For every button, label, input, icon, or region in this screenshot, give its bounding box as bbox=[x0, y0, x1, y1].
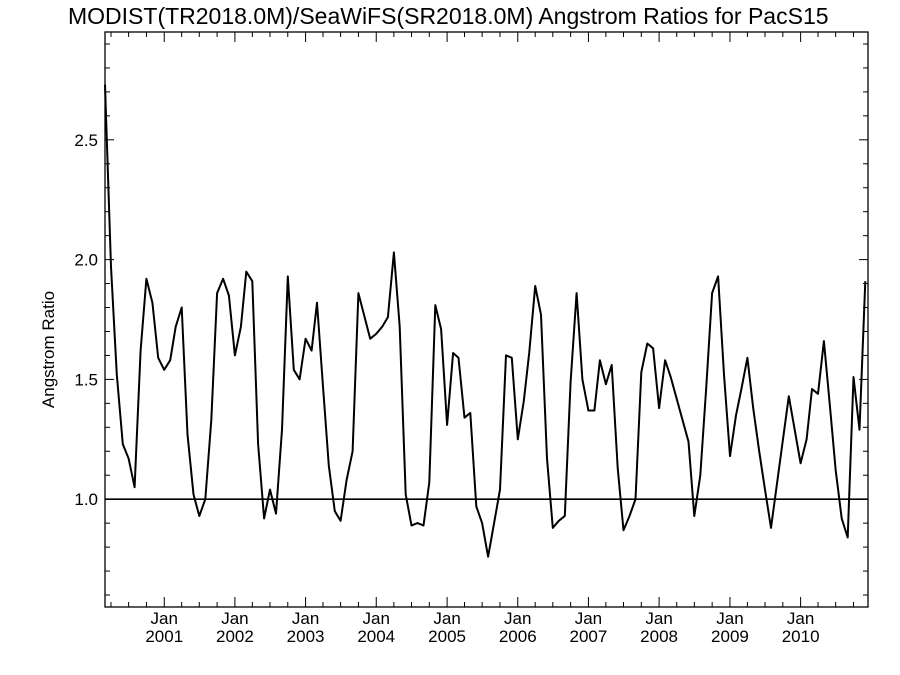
x-tick-label-year: 2008 bbox=[640, 627, 678, 646]
x-tick-label-month: Jan bbox=[787, 609, 814, 628]
y-tick-label: 1.5 bbox=[74, 370, 98, 389]
x-tick-label-month: Jan bbox=[504, 609, 531, 628]
y-axis-label: Angstrom Ratio bbox=[39, 291, 58, 408]
x-axis: Jan2001Jan2002Jan2003Jan2004Jan2005Jan20… bbox=[110, 32, 854, 646]
y-tick-label: 1.0 bbox=[74, 490, 98, 509]
chart-title: MODIST(TR2018.0M)/SeaWiFS(SR2018.0M) Ang… bbox=[68, 3, 829, 29]
x-tick-label-year: 2001 bbox=[145, 627, 183, 646]
x-tick-label-year: 2003 bbox=[287, 627, 325, 646]
x-tick-label-year: 2007 bbox=[570, 627, 608, 646]
y-tick-label: 2.0 bbox=[74, 251, 98, 270]
x-tick-label-month: Jan bbox=[363, 609, 390, 628]
x-tick-label-month: Jan bbox=[221, 609, 248, 628]
x-tick-label-month: Jan bbox=[151, 609, 178, 628]
x-tick-label-month: Jan bbox=[292, 609, 319, 628]
x-tick-label-year: 2004 bbox=[357, 627, 395, 646]
x-tick-label-month: Jan bbox=[575, 609, 602, 628]
series-layer bbox=[104, 84, 867, 558]
y-axis: 1.0 1.5 2.0 2.5 bbox=[74, 43, 868, 596]
x-tick-label-month: Jan bbox=[645, 609, 672, 628]
y-tick-label: 2.5 bbox=[74, 131, 98, 150]
x-tick-label-year: 2009 bbox=[711, 627, 749, 646]
x-tick-label-month: Jan bbox=[433, 609, 460, 628]
series-line bbox=[104, 84, 867, 558]
x-tick-label-year: 2005 bbox=[428, 627, 466, 646]
x-tick-label-month: Jan bbox=[716, 609, 743, 628]
x-tick-label-year: 2002 bbox=[216, 627, 254, 646]
plot-frame bbox=[104, 31, 869, 608]
x-tick-label-year: 2006 bbox=[499, 627, 537, 646]
x-tick-label-year: 2010 bbox=[782, 627, 820, 646]
